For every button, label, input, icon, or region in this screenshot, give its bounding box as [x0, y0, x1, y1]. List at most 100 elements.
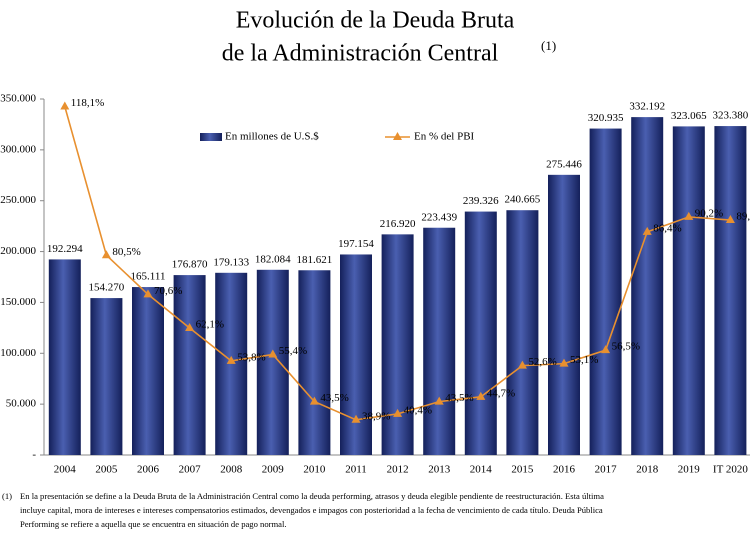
line-marker: [517, 360, 527, 369]
bar: [714, 126, 747, 455]
bar-label: 275.446: [546, 158, 582, 170]
footnote: incluye capital, mora de intereses e int…: [20, 505, 603, 515]
x-tick-label: 2010: [303, 464, 326, 476]
bar: [132, 287, 164, 455]
line-label: 53,1%: [570, 354, 598, 366]
legend-label: En millones de U.S.$: [225, 131, 319, 143]
bar: [672, 126, 705, 456]
line-label: 89,4%: [736, 211, 750, 223]
bar: [589, 128, 622, 455]
bar: [464, 211, 497, 455]
bar-label: 223.439: [421, 211, 457, 223]
bar: [215, 272, 248, 455]
line-marker: [185, 323, 195, 332]
bar: [48, 259, 81, 455]
x-tick-label: IT 2020: [713, 464, 748, 476]
x-tick-label: 2008: [220, 464, 243, 476]
footnote: En la presentación se define a la Deuda …: [20, 491, 604, 501]
line-label: 38,9%: [362, 410, 390, 422]
bar-label: 181.621: [297, 254, 333, 266]
line-label: 118,1%: [71, 97, 105, 109]
footnote: Performing se refiere a aquella que se e…: [20, 519, 287, 529]
bar: [298, 270, 331, 455]
bar-label: 154.270: [89, 282, 125, 294]
bar-label: 240.665: [505, 194, 541, 206]
line-label: 56,5%: [612, 341, 640, 353]
bar-label: 165.111: [131, 271, 166, 283]
x-tick-label: 2009: [262, 464, 285, 476]
line-label: 44,7%: [487, 387, 515, 399]
bar-label: 216.920: [380, 218, 416, 230]
line-label: 43,5%: [320, 392, 348, 404]
bar-label: 323.380: [713, 110, 749, 122]
x-tick-label: 2015: [511, 464, 534, 476]
bar: [256, 269, 289, 455]
chart-title: de la Administración Central: [222, 41, 499, 67]
y-tick-label: 300.000: [0, 143, 36, 155]
bar-label: 239.326: [463, 195, 499, 207]
y-tick-label: -: [32, 449, 36, 461]
line-label: 90,2%: [695, 207, 723, 219]
legend-label: En % del PBI: [414, 131, 475, 143]
bar-label: 192.294: [47, 243, 83, 255]
line-label: 52,6%: [528, 356, 556, 368]
bar: [506, 210, 539, 455]
line-label: 43,5%: [445, 392, 473, 404]
x-tick-label: 2019: [678, 464, 701, 476]
line-marker: [642, 226, 652, 235]
line-marker: [393, 408, 403, 417]
line-marker: [725, 215, 735, 224]
line-marker: [309, 396, 319, 405]
line-marker: [351, 414, 361, 423]
line-marker: [268, 349, 278, 358]
line-marker: [559, 358, 569, 367]
bar-label: 197.154: [338, 238, 374, 250]
line-marker: [476, 391, 486, 400]
bar: [340, 254, 372, 455]
line-marker: [101, 250, 111, 259]
x-tick-label: 2016: [553, 464, 576, 476]
line-label: 70,6%: [154, 285, 182, 297]
x-tick-label: 2018: [636, 464, 659, 476]
legend-swatch: [200, 133, 222, 141]
x-tick-label: 2011: [345, 464, 367, 476]
line-marker: [601, 345, 611, 354]
bar-label: 332.192: [629, 101, 665, 113]
y-tick-label: 100.000: [0, 347, 36, 359]
bar-label: 182.084: [255, 253, 291, 265]
bar-label: 179.133: [213, 256, 249, 268]
x-tick-label: 2007: [179, 464, 202, 476]
bar: [423, 227, 456, 455]
line-label: 62,1%: [196, 319, 224, 331]
line-marker: [684, 211, 694, 220]
chart-title: Evolución de la Deuda Bruta: [236, 8, 515, 34]
bar: [548, 174, 580, 455]
y-tick-label: 150.000: [0, 296, 36, 308]
x-tick-label: 2014: [470, 464, 493, 476]
bar: [90, 298, 123, 455]
x-tick-label: 2012: [387, 464, 409, 476]
y-tick-label: 50.000: [6, 398, 37, 410]
line-marker: [143, 289, 153, 298]
x-tick-label: 2006: [137, 464, 160, 476]
line-label: 40,4%: [404, 404, 432, 416]
bar: [381, 234, 414, 455]
line-label: 55,4%: [279, 345, 307, 357]
bar-label: 176.870: [172, 259, 208, 271]
line-marker: [60, 101, 70, 110]
legend-swatch: [393, 132, 402, 140]
bar: [173, 275, 206, 455]
line-label: 53,8%: [237, 351, 265, 363]
line-marker: [226, 355, 236, 364]
y-tick-label: 250.000: [0, 194, 36, 206]
line-marker: [434, 396, 444, 405]
x-tick-label: 2005: [95, 464, 118, 476]
title-note: (1): [541, 38, 556, 53]
bar-label: 320.935: [588, 112, 624, 124]
bar-label: 323.065: [671, 110, 707, 122]
y-tick-label: 200.000: [0, 245, 36, 257]
line-label: 86,4%: [653, 222, 681, 234]
bar: [631, 117, 664, 455]
x-tick-label: 2004: [54, 464, 77, 476]
